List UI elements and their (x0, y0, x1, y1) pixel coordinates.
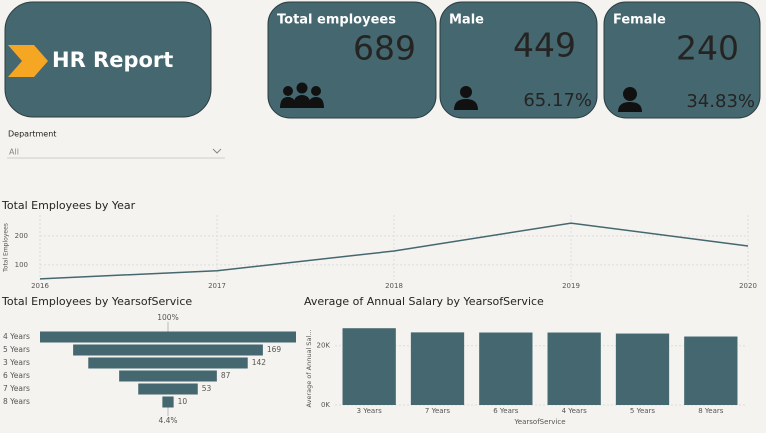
filter-dropdown[interactable] (7, 144, 225, 158)
kpi-card (603, 1, 761, 119)
chart-title: Total Employees by YearsofService (1, 295, 192, 308)
x-axis-label: YearsofService (513, 418, 565, 426)
value-label: 87 (221, 371, 231, 380)
bar (684, 336, 738, 405)
y-tick-label: 20K (317, 342, 331, 350)
line-series (39, 222, 749, 280)
report-title: HR Report (52, 48, 173, 72)
title-card (4, 1, 212, 118)
male-icon (454, 86, 478, 110)
y-tick-label: 200 (15, 232, 28, 240)
filter-value: All (9, 148, 19, 157)
x-tick-label: 8 Years (698, 407, 723, 415)
filter-label: Department (8, 130, 56, 139)
y-tick-label: 100 (15, 261, 28, 269)
category-label: 7 Years (3, 384, 30, 393)
female-icon (618, 87, 642, 112)
arrow-icon (8, 45, 48, 77)
x-tick-label: 7 Years (425, 407, 450, 415)
kpi-card (267, 1, 437, 119)
kpi-value: 240 (676, 29, 739, 68)
value-label: 53 (202, 384, 212, 393)
funnel-bar (138, 383, 198, 395)
funnel-bar (162, 396, 174, 408)
y-tick-label: 0K (321, 401, 330, 409)
y-axis-label: Average of Annual Sal... (305, 330, 313, 408)
funnel-bar (119, 370, 217, 382)
bar (615, 333, 670, 405)
kpi-value: 689 (353, 29, 416, 68)
bar (410, 332, 465, 405)
value-label: 142 (252, 358, 267, 367)
x-tick-label: 3 Years (357, 407, 382, 415)
category-label: 5 Years (3, 345, 30, 354)
category-label: 8 Years (3, 397, 30, 406)
people-icon (280, 82, 324, 108)
top-label: 100% (157, 313, 178, 322)
y-axis-label: Total Employees (3, 223, 10, 273)
kpi-title: Female (613, 13, 666, 28)
x-tick-label: 5 Years (630, 407, 655, 415)
x-tick-label: 2020 (739, 282, 757, 290)
bar (547, 332, 601, 405)
category-label: 4 Years (3, 332, 30, 341)
funnel-bar (40, 331, 296, 343)
funnel-bar (88, 357, 248, 369)
bar (342, 328, 396, 405)
value-label: 169 (267, 345, 282, 354)
category-label: 3 Years (3, 358, 30, 367)
dropdown-chevron (212, 148, 222, 154)
x-tick-label: 4 Years (562, 407, 587, 415)
kpi-title: Total employees (277, 13, 396, 28)
x-tick-label: 2018 (385, 282, 403, 290)
bottom-label: 4.4% (158, 416, 177, 425)
x-tick-label: 2016 (31, 282, 49, 290)
chart-title: Total Employees by Year (1, 199, 136, 212)
x-tick-label: 2019 (562, 282, 580, 290)
kpi-share: 34.83% (686, 91, 755, 112)
x-tick-label: 2017 (208, 282, 226, 290)
kpi-title: Male (449, 13, 484, 28)
value-label: 10 (178, 397, 188, 406)
bar (479, 332, 533, 405)
kpi-value: 449 (513, 26, 576, 65)
chart-title: Average of Annual Salary by YearsofServi… (304, 295, 544, 308)
kpi-share: 65.17% (523, 90, 592, 111)
category-label: 6 Years (3, 371, 30, 380)
funnel-bar (73, 344, 263, 356)
x-tick-label: 6 Years (493, 407, 518, 415)
kpi-card (439, 1, 598, 119)
